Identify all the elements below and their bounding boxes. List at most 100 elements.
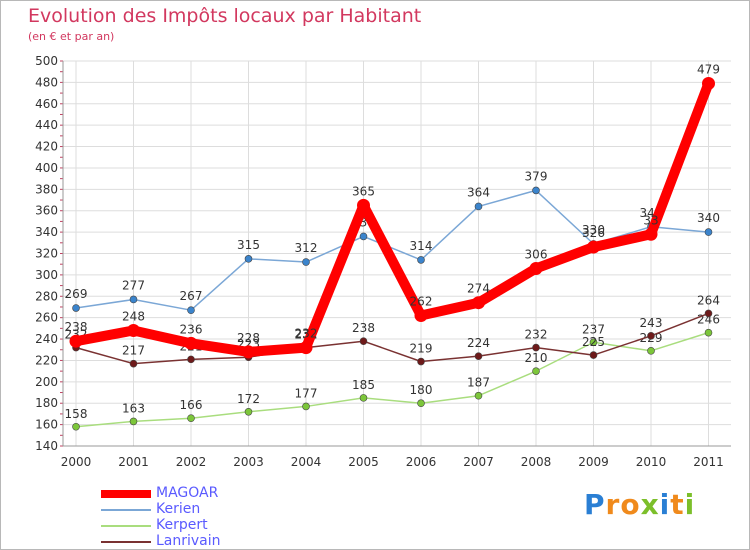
- point-kerien-2004: [302, 258, 310, 266]
- y-tick-label-220: 220: [35, 353, 58, 367]
- proxiti-logo: Proxiti: [584, 488, 695, 521]
- data-label-magoar-2005: 365: [352, 184, 375, 198]
- point-lanrivain-2008: [532, 343, 540, 352]
- y-tick-label-380: 380: [35, 182, 58, 196]
- data-label-kerpert-2002: 166: [180, 398, 203, 412]
- logo-letter-5: t: [670, 488, 685, 521]
- point-magoar-2007: [472, 296, 485, 310]
- y-tick-label-160: 160: [35, 418, 58, 432]
- point-magoar-2005: [357, 198, 370, 212]
- y-tick-label-360: 360: [35, 204, 58, 218]
- point-kerpert-2002: [187, 414, 195, 422]
- x-tick-label-2001: 2001: [118, 455, 149, 469]
- point-magoar-2006: [414, 309, 428, 323]
- data-label-kerpert-2004: 177: [295, 386, 318, 400]
- data-label-kerpert-2006: 180: [410, 383, 433, 397]
- logo-letter-6: i: [684, 488, 696, 521]
- legend-label-kerien: Kerien: [156, 501, 201, 517]
- data-label-kerien-2000: 269: [65, 287, 88, 301]
- y-tick-label-200: 200: [35, 375, 58, 389]
- y-tick-label-480: 480: [35, 75, 58, 89]
- data-label-kerien-2007: 364: [467, 185, 490, 199]
- y-tick-label-300: 300: [35, 268, 58, 282]
- logo-letter-1: r: [605, 488, 621, 521]
- point-magoar-2003: [242, 345, 255, 359]
- x-tick-label-2000: 2000: [61, 455, 92, 469]
- point-kerpert-2010: [647, 347, 655, 355]
- y-tick-label-400: 400: [35, 161, 58, 175]
- y-tick-label-180: 180: [35, 396, 58, 410]
- point-kerpert-2001: [129, 417, 138, 426]
- y-tick-label-140: 140: [35, 439, 58, 453]
- legend-swatch-kerien: [101, 509, 151, 511]
- data-label-kerpert-2009: 237: [582, 322, 605, 336]
- data-label-magoar-2008: 306: [525, 247, 548, 261]
- point-kerien-2011: [704, 228, 713, 236]
- point-lanrivain-2011: [704, 309, 713, 318]
- data-label-lanrivain-2010: 243: [640, 316, 663, 330]
- point-kerien-2003: [244, 255, 253, 263]
- point-magoar-2004: [299, 341, 313, 355]
- series-line-kerpert: [75, 331, 710, 428]
- point-kerpert-2005: [359, 394, 368, 402]
- data-label-kerien-2006: 314: [410, 239, 433, 253]
- data-label-kerien-2011: 340: [697, 211, 720, 225]
- legend-swatch-kerpert: [101, 525, 151, 527]
- data-label-magoar-2007: 274: [467, 282, 490, 296]
- legend-swatch-lanrivain: [101, 541, 151, 543]
- point-magoar-2008: [529, 261, 543, 275]
- series-line-magoar: [71, 78, 714, 357]
- data-label-magoar-2010: 33: [643, 213, 658, 227]
- point-magoar-2001: [127, 324, 140, 337]
- x-tick-label-2002: 2002: [176, 455, 207, 469]
- point-kerpert-2011: [704, 328, 713, 337]
- data-label-lanrivain-2006: 219: [410, 342, 433, 356]
- point-kerpert-2009: [589, 338, 598, 347]
- y-tick-label-280: 280: [35, 289, 58, 303]
- point-kerien-2005: [359, 232, 368, 241]
- point-magoar-2011: [702, 76, 715, 90]
- data-label-lanrivain-2005: 238: [352, 321, 375, 335]
- point-kerien-2007: [474, 202, 483, 211]
- data-label-lanrivain-2009: 225: [582, 335, 605, 349]
- point-lanrivain-2010: [647, 332, 655, 340]
- data-label-lanrivain-2001: 217: [122, 344, 145, 358]
- point-magoar-2000: [69, 334, 83, 348]
- point-lanrivain-2006: [417, 357, 425, 366]
- data-label-magoar-2001: 248: [122, 310, 145, 324]
- point-kerien-2008: [532, 186, 540, 195]
- data-label-lanrivain-2008: 232: [525, 328, 548, 342]
- data-label-kerpert-2001: 163: [122, 401, 145, 415]
- data-label-kerien-2003: 315: [237, 238, 260, 252]
- x-tick-label-2006: 2006: [406, 455, 437, 469]
- x-tick-label-2009: 2009: [578, 455, 609, 469]
- legend-item-kerpert: Kerpert: [101, 517, 321, 534]
- data-label-magoar-2011: 479: [697, 62, 720, 76]
- y-tick-label-320: 320: [35, 247, 58, 261]
- data-label-kerpert-2003: 172: [237, 392, 260, 406]
- y-tick-label-240: 240: [35, 332, 58, 346]
- legend-label-lanrivain: Lanrivain: [156, 533, 221, 549]
- point-magoar-2010: [644, 227, 658, 241]
- data-label-kerien-2004: 312: [295, 241, 318, 255]
- point-kerpert-2000: [72, 422, 80, 431]
- x-tick-label-2011: 2011: [693, 455, 724, 469]
- data-label-magoar-2006: 262: [410, 295, 433, 309]
- y-tick-label-460: 460: [35, 97, 58, 111]
- logo-letter-0: P: [584, 488, 606, 521]
- legend-item-kerien: Kerien: [101, 501, 321, 518]
- point-lanrivain-2005: [359, 337, 368, 345]
- data-label-kerpert-2007: 187: [467, 376, 490, 390]
- data-label-lanrivain-2011: 264: [697, 293, 720, 307]
- point-kerien-2000: [72, 304, 80, 312]
- point-kerien-2002: [187, 306, 195, 314]
- x-tick-label-2008: 2008: [521, 455, 552, 469]
- legend-item-lanrivain: Lanrivain: [101, 533, 321, 550]
- point-lanrivain-2007: [474, 352, 483, 360]
- x-tick-label-2004: 2004: [291, 455, 322, 469]
- point-lanrivain-2002: [187, 355, 195, 364]
- logo-letter-4: i: [659, 488, 671, 521]
- data-label-magoar-2003: 228: [237, 331, 260, 345]
